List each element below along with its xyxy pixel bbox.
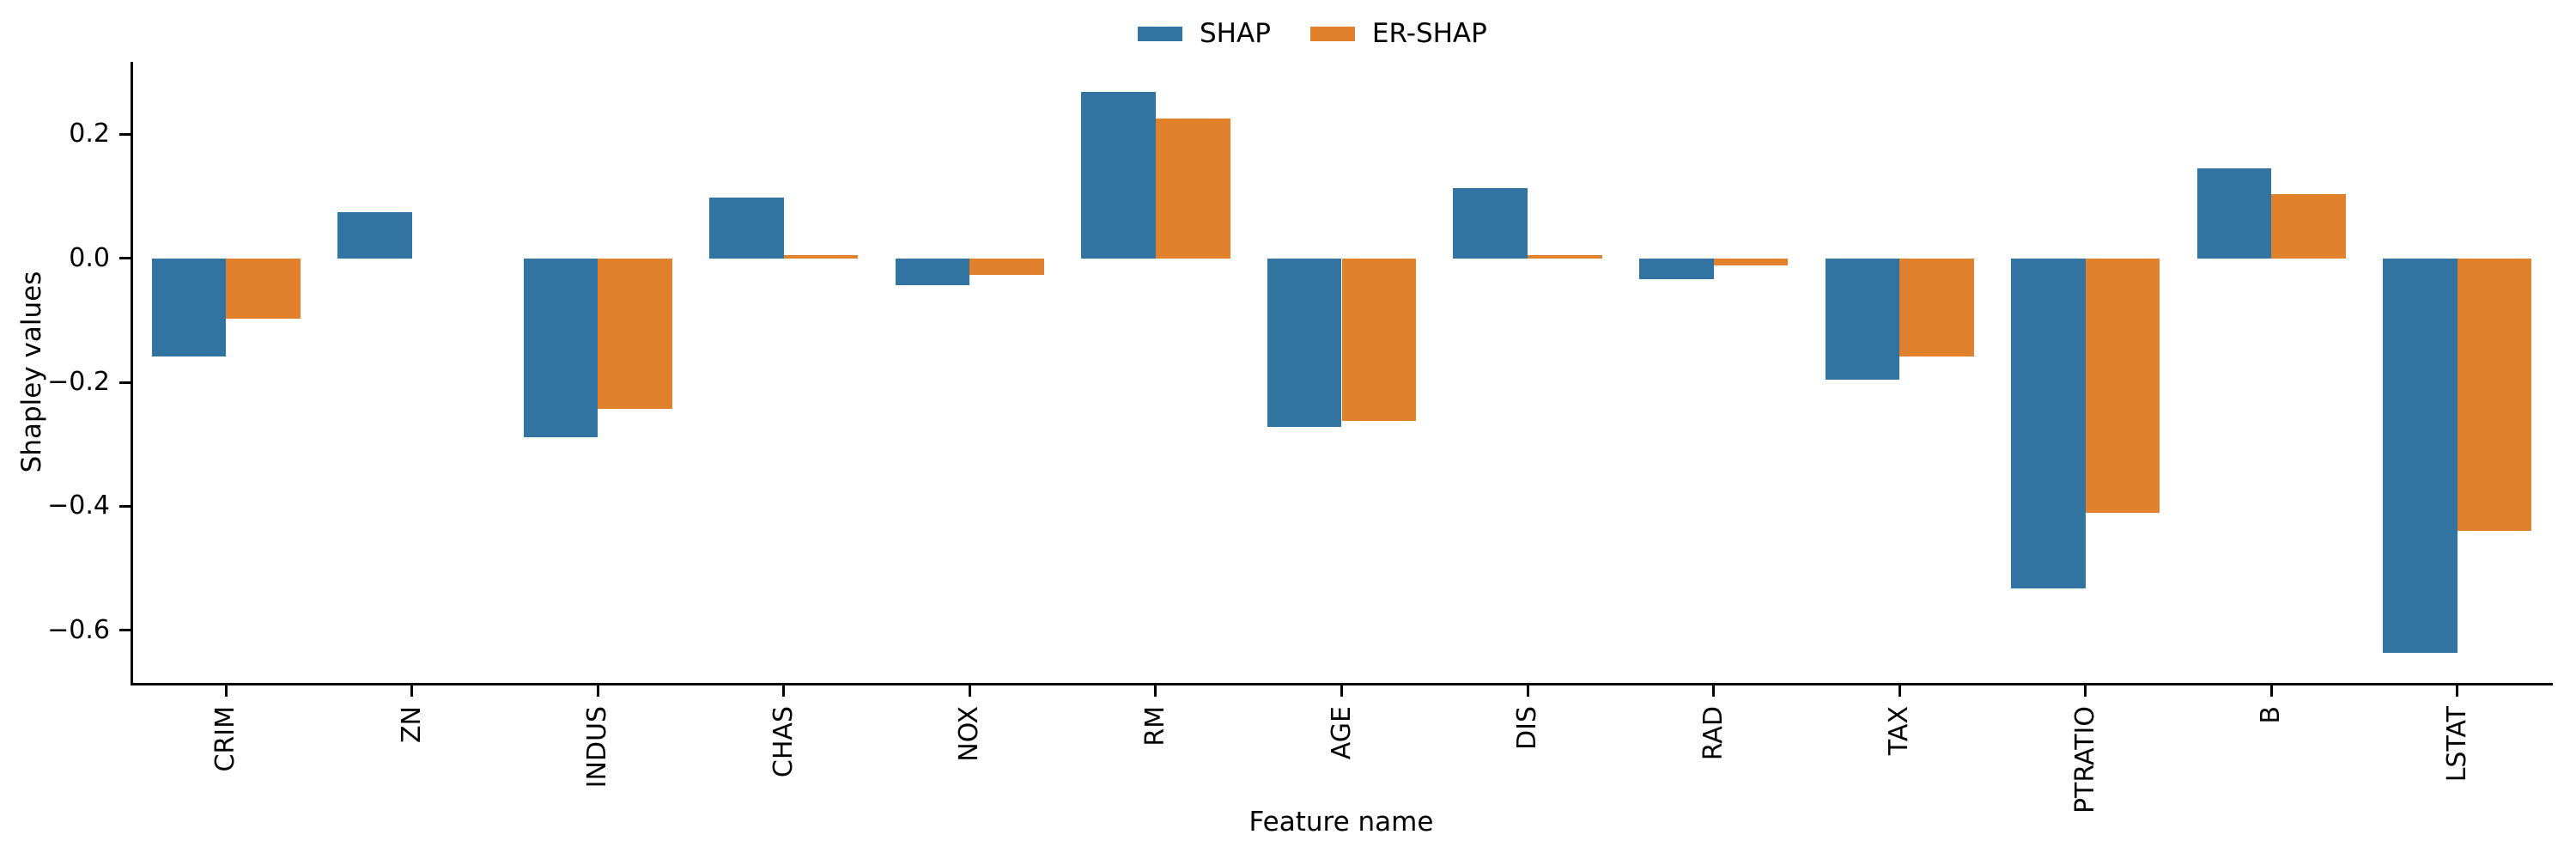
bar-shap-dis xyxy=(1453,188,1528,259)
bar-shap-crim xyxy=(151,258,227,356)
x-tick-label-dis: DIS xyxy=(1512,706,1543,750)
legend-label-er-shap: ER-SHAP xyxy=(1371,18,1487,49)
bar-er-shap-crim xyxy=(226,258,301,319)
x-tick-label-ptratio: PTRATIO xyxy=(2069,706,2100,814)
bar-er-shap-lstat xyxy=(2457,258,2532,532)
shap-series-swatch-icon xyxy=(1138,27,1182,41)
x-tick-label-chas: CHAS xyxy=(768,706,799,778)
x-tick-label-b: B xyxy=(2256,706,2287,724)
chart-legend: SHAP ER-SHAP xyxy=(1138,21,1487,47)
bar-shap-indus xyxy=(523,258,598,438)
bar-er-shap-age xyxy=(1341,258,1417,421)
x-tick-mark xyxy=(1712,685,1716,697)
y-tick-label: 0.0 xyxy=(69,242,110,273)
bar-shap-zn xyxy=(337,212,412,259)
y-tick-mark xyxy=(119,381,131,384)
x-tick-mark xyxy=(596,685,599,697)
x-tick-mark xyxy=(224,685,228,697)
legend-item-shap: SHAP xyxy=(1138,21,1271,47)
y-axis-title: Shapley values xyxy=(16,271,47,473)
y-tick-mark xyxy=(119,257,131,260)
y-tick-label: −0.6 xyxy=(47,614,110,645)
y-tick-label: 0.2 xyxy=(69,119,110,149)
x-tick-label-rad: RAD xyxy=(1698,706,1728,761)
x-tick-label-crim: CRIM xyxy=(210,706,241,772)
y-axis-spine xyxy=(131,62,133,685)
bar-shap-rm xyxy=(1081,92,1156,259)
x-axis-spine xyxy=(131,683,2553,685)
x-tick-mark xyxy=(2269,685,2273,697)
x-tick-label-zn: ZN xyxy=(396,706,427,743)
x-tick-mark xyxy=(410,685,414,697)
bar-er-shap-nox xyxy=(969,258,1045,276)
x-tick-mark xyxy=(2456,685,2459,697)
bar-shap-tax xyxy=(1825,258,1900,381)
bar-er-shap-chas xyxy=(783,255,859,259)
x-tick-label-rm: RM xyxy=(1139,706,1170,746)
legend-item-er-shap: ER-SHAP xyxy=(1309,18,1487,49)
bar-shap-chas xyxy=(709,198,784,259)
y-tick-mark xyxy=(119,504,131,508)
legend-label-shap: SHAP xyxy=(1200,18,1271,49)
x-tick-label-age: AGE xyxy=(1326,706,1357,760)
bar-er-shap-rm xyxy=(1155,119,1230,259)
x-tick-mark xyxy=(1340,685,1343,697)
bar-shap-b xyxy=(2196,168,2272,259)
x-tick-mark xyxy=(782,685,786,697)
x-tick-label-tax: TAX xyxy=(1884,706,1915,756)
y-tick-mark xyxy=(119,629,131,632)
bar-shap-nox xyxy=(895,258,970,285)
bar-er-shap-b xyxy=(2271,193,2346,259)
bar-er-shap-indus xyxy=(598,258,672,410)
x-axis-title: Feature name xyxy=(1249,807,1434,838)
bar-shap-ptratio xyxy=(2011,258,2086,589)
er-shap-series-swatch-icon xyxy=(1309,27,1355,41)
x-tick-mark xyxy=(2084,685,2087,697)
y-tick-label: −0.2 xyxy=(47,367,110,398)
x-tick-mark xyxy=(1526,685,1529,697)
y-tick-mark xyxy=(119,132,131,136)
bar-er-shap-ptratio xyxy=(2085,258,2160,513)
x-tick-label-nox: NOX xyxy=(954,706,985,762)
bar-er-shap-rad xyxy=(1713,258,1789,266)
bar-er-shap-tax xyxy=(1899,258,1974,357)
y-tick-label: −0.4 xyxy=(47,490,110,521)
bar-shap-lstat xyxy=(2383,258,2458,653)
x-tick-label-lstat: LSTAT xyxy=(2441,706,2472,783)
bar-shap-age xyxy=(1267,258,1342,427)
x-tick-mark xyxy=(1898,685,1901,697)
x-tick-mark xyxy=(968,685,971,697)
bar-shap-rad xyxy=(1638,258,1714,280)
bar-er-shap-dis xyxy=(1528,255,1602,259)
x-tick-label-indus: INDUS xyxy=(582,706,613,789)
x-tick-mark xyxy=(1154,685,1157,697)
